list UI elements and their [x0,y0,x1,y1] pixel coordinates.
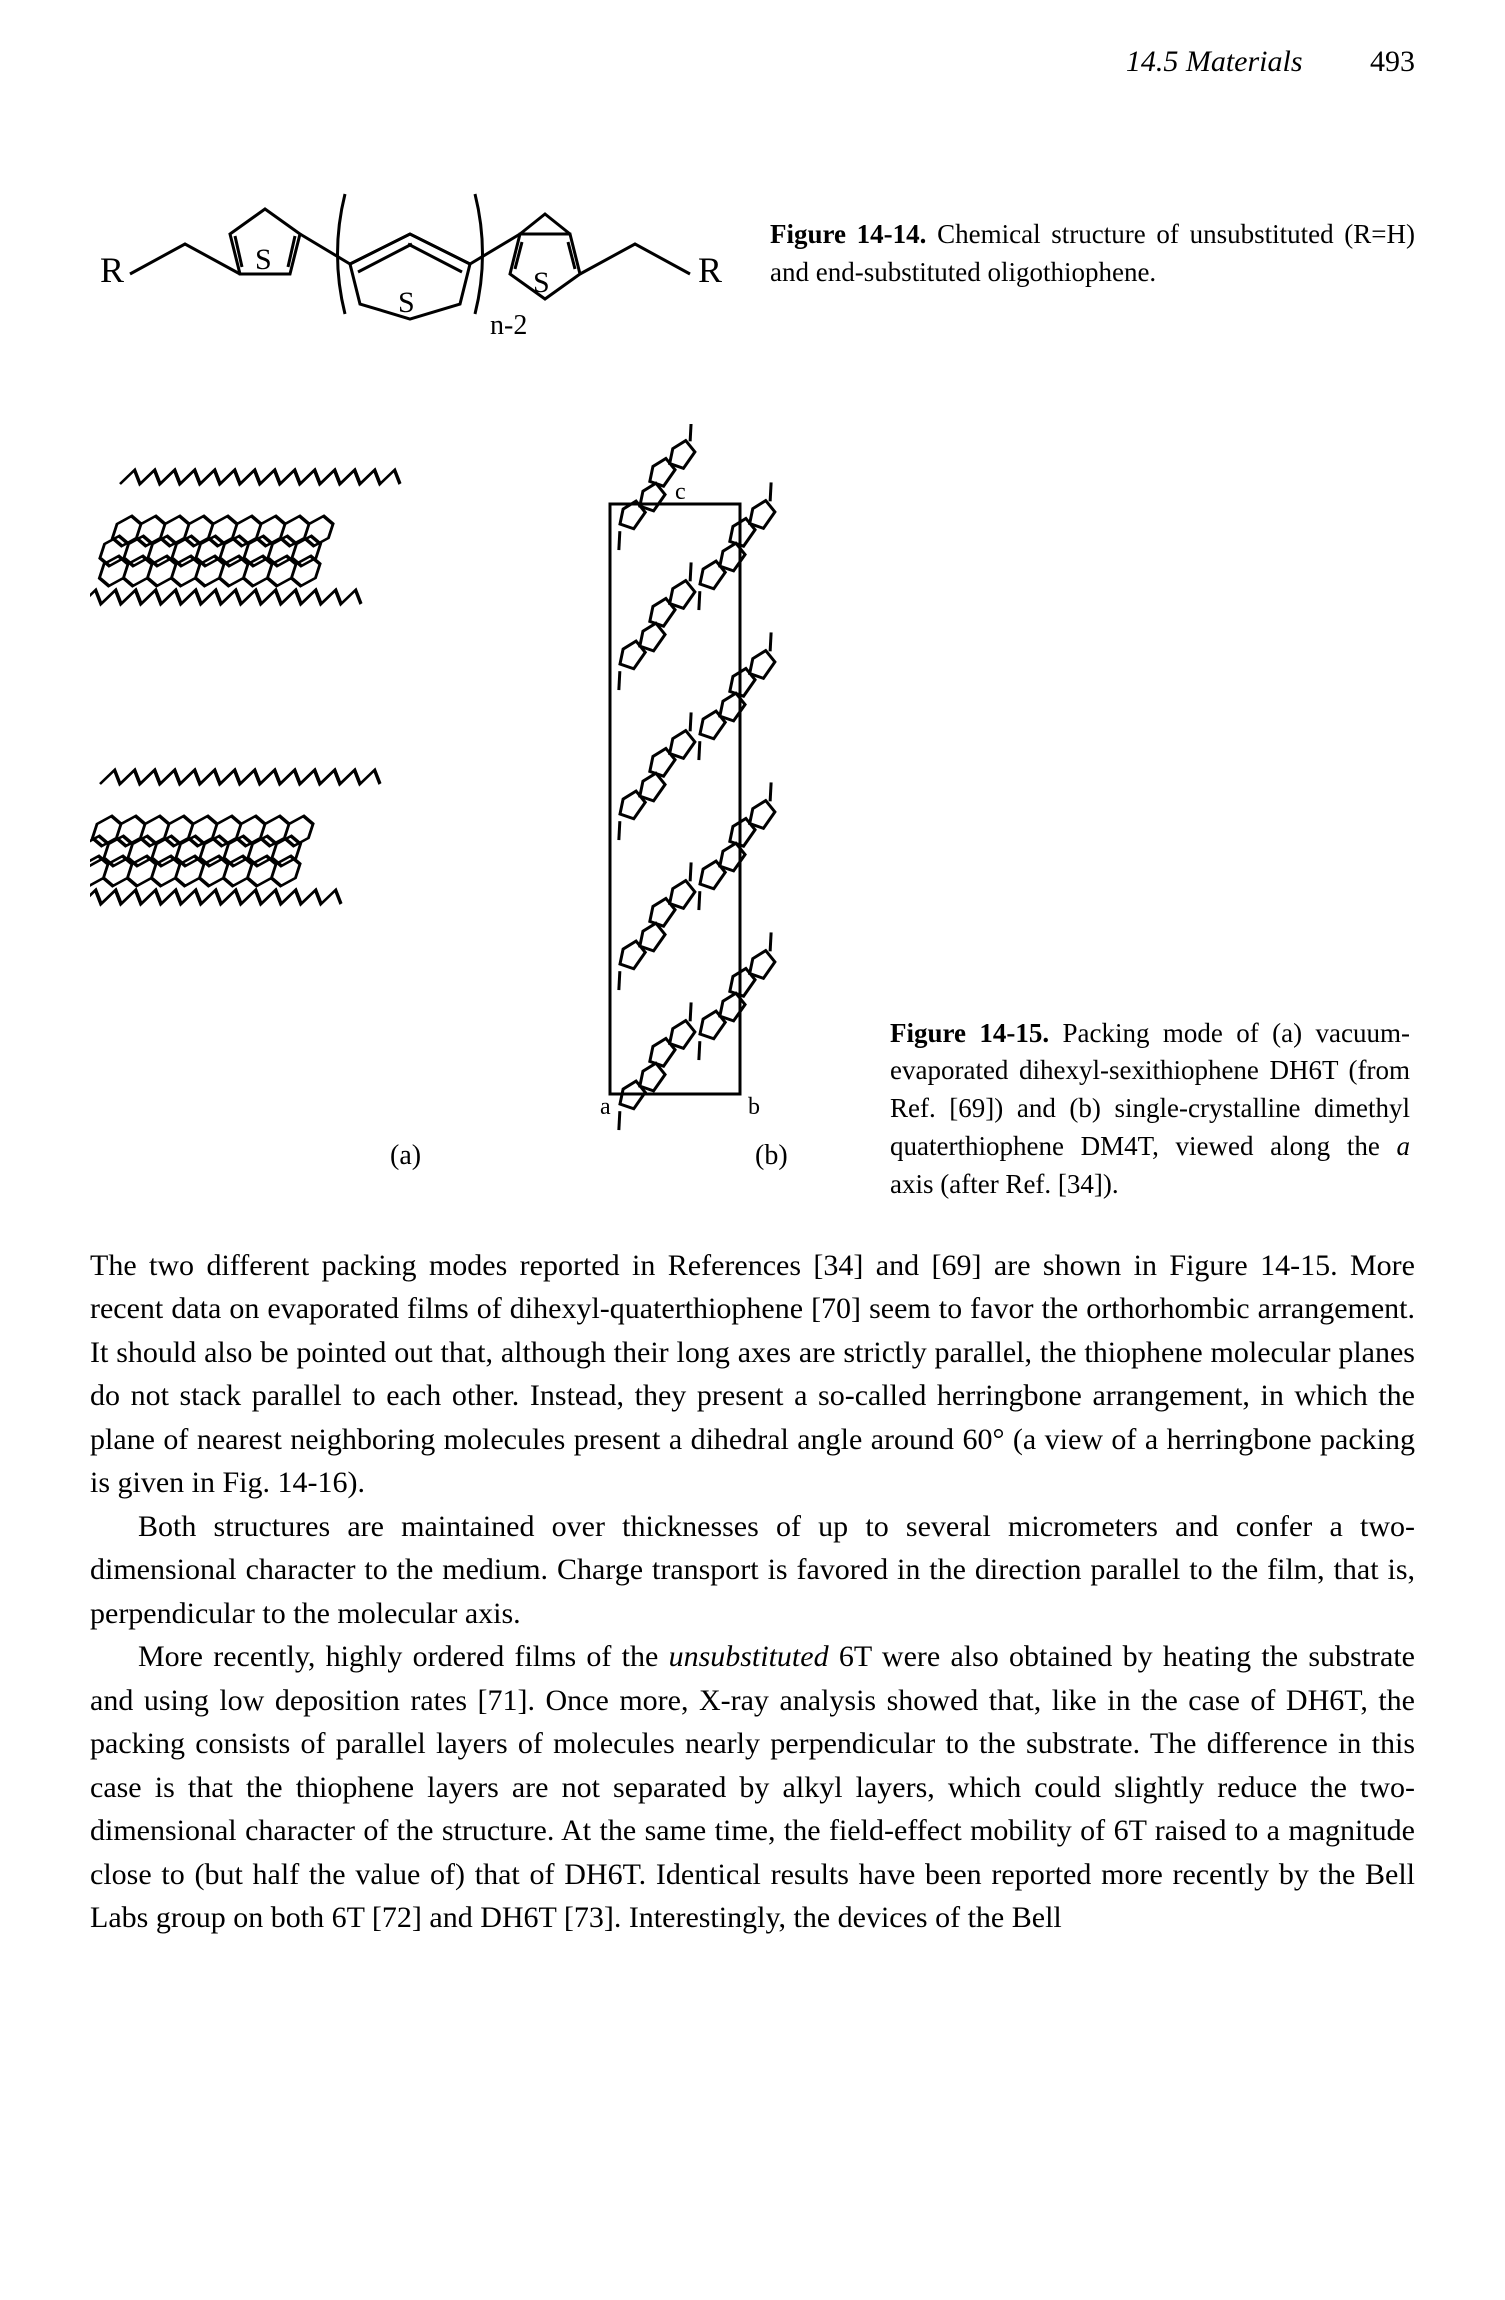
r-left-label: R [100,250,124,290]
panel-b-label: (b) [755,1140,788,1171]
caption-lead: Figure 14-14. [770,219,926,249]
paragraph-3: More recently, highly ordered films of t… [90,1635,1415,1940]
caption-lead: Figure 14-15. [890,1018,1049,1048]
figure-14-14: R S S n-2 S [90,124,1415,384]
body-text: The two different packing modes reported… [90,1244,1415,1940]
subscript: n-2 [490,310,527,341]
r-right-label: R [698,250,722,290]
svg-text:a: a [600,1094,611,1120]
p3-pre: More recently, highly ordered films of t… [138,1640,669,1673]
p3-italic: unsubstituted [669,1640,829,1673]
figure-14-15-diagram: (a) c a b (b) [90,424,870,1204]
figure-14-14-caption: Figure 14-14. Chemical structure of unsu… [770,216,1415,292]
paragraph-1: The two different packing modes reported… [90,1244,1415,1505]
figure-14-15-caption: Figure 14-15. Packing mode of (a) vacuum… [890,1015,1410,1204]
svg-text:b: b [748,1094,760,1120]
section-title: 14.5 Materials [1126,45,1303,78]
p3-post: 6T were also obtained by heating the sub… [90,1640,1415,1934]
panel-a-label: (a) [390,1140,421,1171]
s-label-2: S [398,286,415,319]
caption-axis: a [1397,1131,1411,1161]
figure-14-15: (a) c a b (b) Fi [90,424,1415,1204]
s-label-1: S [255,243,272,276]
page-number: 493 [1370,45,1415,78]
page-header: 14.5 Materials 493 [90,40,1415,84]
panel-a [90,470,405,904]
caption-text-post: axis (after Ref. [34]). [890,1169,1119,1199]
svg-text:c: c [675,479,686,505]
paragraph-2: Both structures are maintained over thic… [90,1505,1415,1636]
panel-b: c a b [600,424,788,1133]
s-label-3: S [533,266,550,299]
figure-14-14-structure: R S S n-2 S [90,124,730,384]
